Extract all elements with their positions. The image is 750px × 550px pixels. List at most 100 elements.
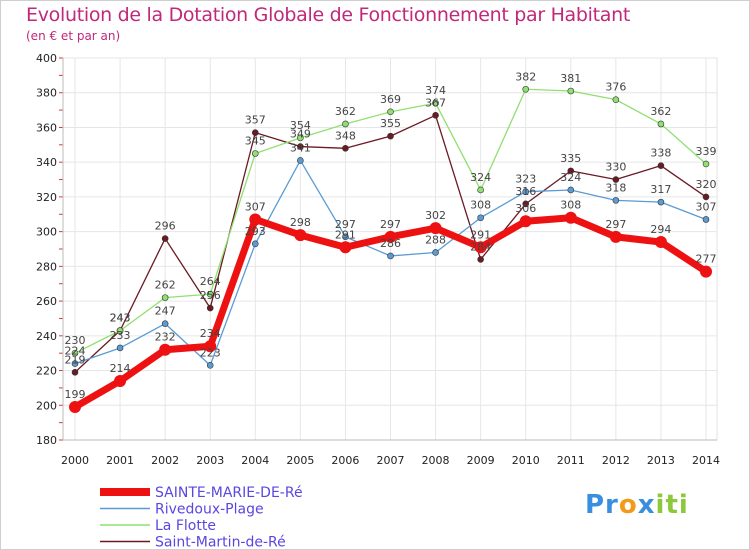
- data-label: 233: [110, 329, 131, 342]
- data-label: 308: [560, 199, 581, 212]
- y-tick-label: 260: [36, 295, 57, 308]
- series-rivedoux-plage: [71, 157, 710, 369]
- x-tick-label: 2001: [106, 454, 134, 467]
- data-point: [657, 120, 665, 128]
- data-label: 232: [155, 331, 176, 344]
- x-tick-label: 2012: [602, 454, 630, 467]
- data-point: [114, 374, 127, 387]
- data-label: 288: [425, 233, 446, 246]
- data-point: [432, 112, 439, 119]
- data-point: [567, 186, 575, 194]
- data-label: 234: [200, 327, 221, 340]
- data-point: [204, 340, 217, 353]
- data-label: 277: [696, 253, 717, 266]
- x-tick-label: 2004: [241, 454, 269, 467]
- data-label: 335: [560, 152, 581, 165]
- data-label: 262: [155, 279, 176, 292]
- data-point: [387, 252, 394, 260]
- data-point: [477, 186, 484, 194]
- x-tick-label: 2000: [61, 454, 89, 467]
- data-point: [387, 108, 394, 116]
- data-point: [702, 160, 710, 168]
- data-label: 230: [65, 334, 86, 347]
- logo-part-1: Pr: [585, 490, 619, 520]
- data-point: [116, 344, 124, 352]
- data-point: [432, 249, 439, 256]
- y-tick-label: 280: [36, 260, 57, 273]
- series-saint-martin-de-r-: [71, 112, 710, 376]
- legend-label: Rivedoux-Plage: [155, 502, 264, 518]
- data-point: [522, 85, 530, 93]
- data-point: [297, 157, 304, 164]
- x-tick-label: 2013: [647, 454, 675, 467]
- data-label: 307: [696, 200, 717, 213]
- data-label: 247: [155, 305, 176, 318]
- data-point: [564, 211, 577, 224]
- data-label: 306: [515, 202, 536, 215]
- data-label: 357: [245, 114, 266, 127]
- x-tick-label: 2002: [151, 454, 179, 467]
- data-point: [522, 200, 530, 208]
- y-tick-label: 200: [36, 399, 57, 412]
- data-label: 317: [650, 183, 671, 196]
- x-tick-label: 2011: [557, 454, 585, 467]
- data-label: 291: [470, 228, 491, 241]
- data-point: [612, 96, 620, 103]
- data-point: [702, 193, 710, 201]
- y-tick-label: 300: [36, 226, 57, 239]
- legend-label: La Flotte: [155, 518, 216, 534]
- data-label: 338: [650, 147, 671, 160]
- data-label: 323: [515, 173, 536, 186]
- data-point: [567, 87, 575, 95]
- data-label: 296: [155, 220, 176, 233]
- data-point: [294, 229, 307, 242]
- data-label: 381: [560, 72, 581, 85]
- data-point: [297, 143, 304, 150]
- data-label: 376: [605, 81, 626, 94]
- data-point: [702, 216, 710, 223]
- y-tick-label: 220: [36, 365, 57, 378]
- data-point: [161, 294, 169, 301]
- data-point: [384, 230, 397, 243]
- series-la-flotte: [71, 85, 710, 357]
- data-label: 349: [290, 128, 311, 141]
- data-label: 320: [696, 178, 717, 191]
- y-tick-label: 320: [36, 191, 57, 204]
- data-point: [342, 120, 349, 128]
- data-point: [206, 362, 214, 369]
- data-point: [477, 214, 484, 222]
- data-label: 318: [605, 181, 626, 194]
- data-label: 298: [290, 216, 311, 229]
- data-point: [251, 129, 259, 136]
- data-point: [477, 256, 484, 263]
- y-tick-label: 380: [36, 87, 57, 100]
- data-point: [612, 176, 620, 183]
- data-point: [519, 215, 532, 228]
- data-label: 324: [560, 171, 581, 184]
- legend-label: SAINTE-MARIE-DE-Ré: [155, 485, 303, 501]
- x-tick-label: 2009: [467, 454, 495, 467]
- data-label: 297: [380, 218, 401, 231]
- data-label: 243: [110, 312, 131, 325]
- data-point: [387, 132, 394, 140]
- data-point: [251, 150, 259, 157]
- data-point: [71, 368, 79, 376]
- x-tick-label: 2010: [512, 454, 540, 467]
- data-point: [432, 99, 439, 107]
- data-point: [342, 233, 349, 241]
- data-point: [429, 222, 442, 235]
- data-point: [657, 162, 665, 169]
- data-label: 302: [425, 209, 446, 222]
- data-label: 362: [650, 105, 671, 118]
- data-label: 219: [65, 353, 86, 366]
- data-label: 243: [110, 312, 131, 325]
- data-label: 199: [65, 388, 86, 401]
- data-point: [71, 349, 79, 357]
- data-label: 264: [200, 275, 221, 288]
- data-label: 291: [335, 228, 356, 241]
- data-label: 374: [425, 84, 446, 97]
- data-point: [342, 144, 349, 152]
- data-point: [71, 360, 79, 367]
- y-tick-label: 340: [36, 156, 57, 169]
